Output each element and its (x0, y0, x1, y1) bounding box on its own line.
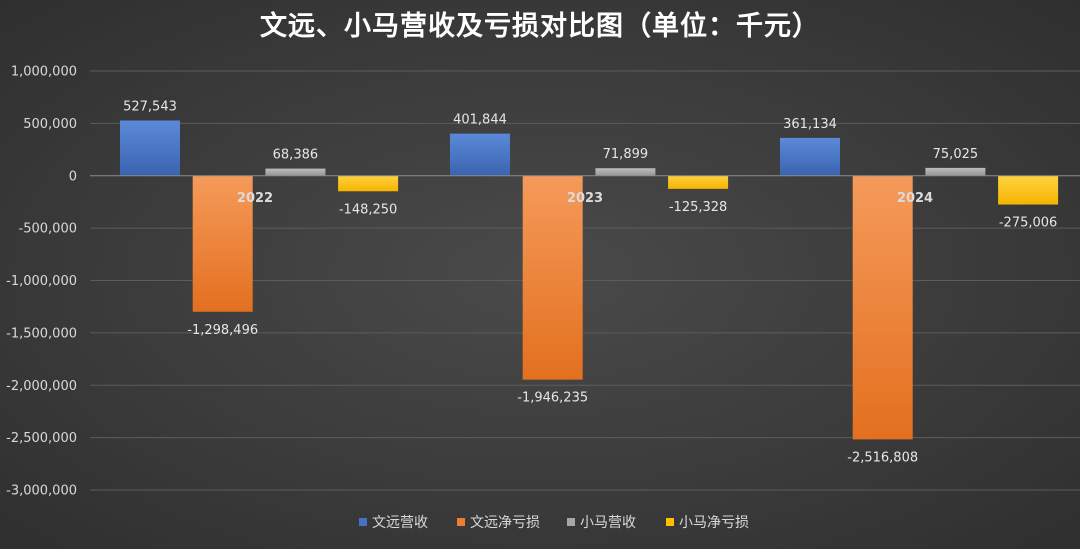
y-tick-label: -1,500,000 (6, 326, 77, 341)
y-tick-label: -500,000 (19, 222, 77, 237)
data-label: -275,006 (999, 216, 1057, 231)
chart-title: 文远、小马营收及亏损对比图（单位：千元） (260, 10, 820, 42)
gridlines (90, 70, 1080, 491)
bar-4-2024 (998, 175, 1059, 205)
bar-3-2023 (595, 168, 656, 176)
data-label: 401,844 (453, 113, 507, 128)
data-label: -2,516,808 (847, 450, 918, 465)
legend-swatch (666, 518, 674, 526)
legend-swatch (457, 518, 465, 526)
x-axis: 2022 2023 2024 (237, 191, 933, 206)
data-label: 68,386 (273, 148, 319, 163)
y-tick-label: 0 (69, 169, 77, 184)
category-label: 2023 (567, 191, 603, 206)
y-tick-label: -2,500,000 (6, 431, 77, 446)
bars (120, 120, 1059, 440)
data-label: -148,250 (339, 202, 397, 217)
bar-4-2023 (668, 175, 729, 189)
category-label: 2024 (897, 191, 933, 206)
legend-swatch (567, 518, 575, 526)
bar-1-2023 (450, 133, 510, 176)
y-tick-label: -2,000,000 (6, 379, 77, 394)
data-label: -1,946,235 (517, 391, 588, 406)
data-label: 361,134 (783, 117, 837, 132)
legend: 文远营收 文远净亏损 小马营收 小马净亏损 (359, 515, 749, 531)
y-tick-label: 1,000,000 (11, 65, 77, 80)
legend-entry: 小马净亏损 (679, 515, 749, 531)
data-labels: 527,543 -1,298,496 68,386 -148,250 401,844 -1… (123, 99, 1057, 465)
data-label: -125,328 (669, 200, 727, 215)
bar-1-2022 (120, 120, 180, 176)
category-label: 2022 (237, 191, 273, 206)
bar-2-2023 (522, 175, 583, 380)
legend-swatch (359, 518, 367, 526)
y-tick-label: -3,000,000 (6, 484, 77, 499)
bar-2-2022 (192, 175, 253, 312)
legend-entry: 小马营收 (580, 515, 636, 531)
legend-entry: 文远净亏损 (470, 515, 540, 531)
y-tick-label: 500,000 (23, 117, 77, 132)
data-label: 527,543 (123, 99, 177, 114)
bar-1-2024 (780, 137, 840, 176)
data-label: -1,298,496 (187, 323, 258, 338)
bar-3-2022 (265, 168, 326, 176)
y-axis: 1,000,000 500,000 0 -500,000 -1,000,000 -1,50… (6, 65, 77, 499)
bar-4-2022 (338, 175, 399, 192)
y-tick-label: -1,000,000 (6, 274, 77, 289)
data-label: 75,025 (933, 147, 979, 162)
legend-entry: 文远营收 (372, 515, 428, 531)
data-label: 71,899 (603, 147, 649, 162)
bar-3-2024 (925, 167, 986, 176)
bar-2-2024 (852, 175, 913, 440)
